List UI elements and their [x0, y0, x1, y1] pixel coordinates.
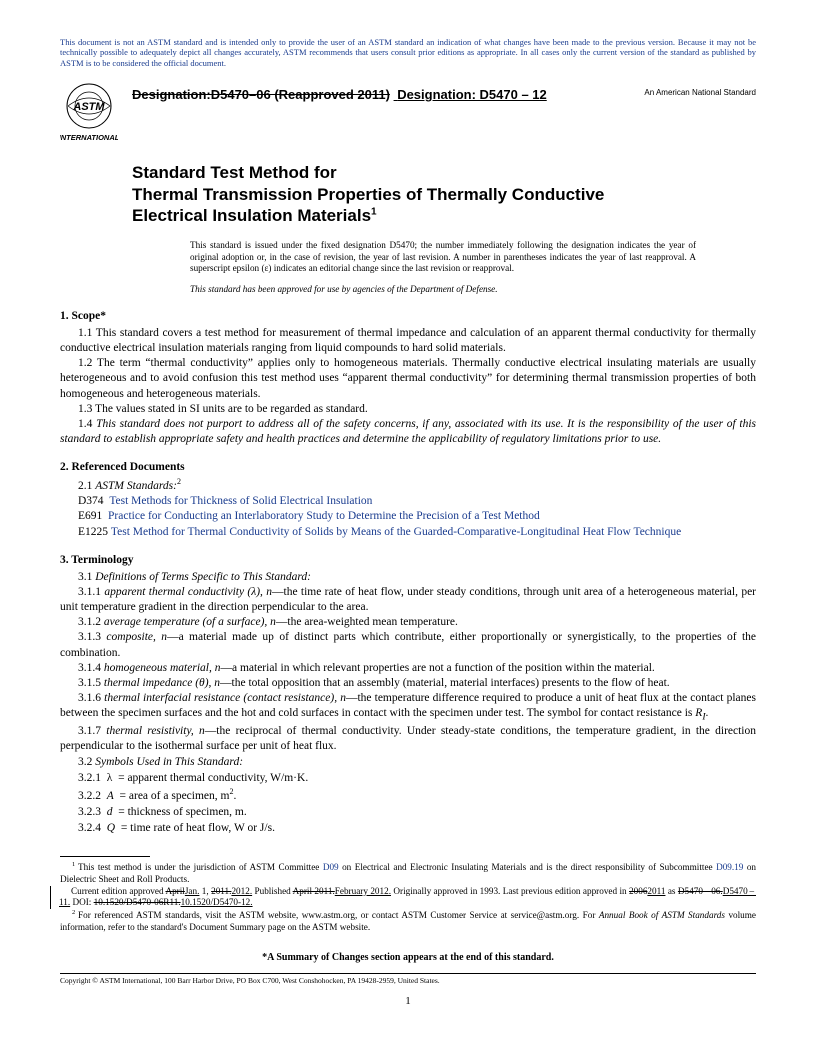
issued-note: This standard is issued under the fixed …: [190, 240, 696, 275]
sym-32: 3.2 Symbols Used in This Standard:: [60, 755, 756, 770]
scope-13: 1.3 The values stated in SI units are to…: [60, 402, 756, 417]
sym-321: 3.2.1 λ = apparent thermal conductivity,…: [60, 770, 756, 786]
term-317: 3.1.7 thermal resistivity, n—the recipro…: [60, 724, 756, 754]
title-block: Standard Test Method for Thermal Transmi…: [132, 162, 756, 226]
scope-14: 1.4 1.4 This standard does not purport t…: [60, 417, 756, 447]
refdocs-heading: 2. Referenced Documents: [60, 461, 756, 473]
footnote-1: 1 This test method is under the jurisdic…: [60, 861, 756, 886]
link-d0919[interactable]: D09.19: [716, 862, 743, 872]
scope-12: 1.2 The term “thermal conductivity” appl…: [60, 356, 756, 402]
scope-11: 1.1 This standard covers a test method f…: [60, 326, 756, 356]
link-d09[interactable]: D09: [323, 862, 339, 872]
footnote-rule: [60, 856, 150, 857]
term-312: 3.1.2 average temperature (of a surface)…: [60, 615, 756, 630]
designation-new: Designation: D5470 – 12: [394, 87, 547, 102]
sym-323: 3.2.3 d = thickness of specimen, m.: [60, 804, 756, 820]
footnote-1-line2: Current edition approved AprilJan. 1, 20…: [59, 886, 756, 910]
designation-block: Designation:D5470–06 (Reapproved 2011) D…: [132, 82, 630, 104]
footnote-2: 2 For referenced ASTM standards, visit t…: [60, 909, 756, 934]
national-standard-note: An American National Standard: [644, 82, 756, 97]
ref-21: 2.1 ASTM Standards:2: [60, 477, 756, 494]
title-line3: Electrical Insulation Materials: [132, 206, 371, 225]
title-line1: Standard Test Method for: [132, 163, 337, 182]
link-d374[interactable]: Test Methods for Thickness of Solid Elec…: [109, 495, 372, 507]
svg-text:INTERNATIONAL: INTERNATIONAL: [60, 133, 118, 142]
page-number: 1: [60, 995, 756, 1007]
svg-text:ASTM: ASTM: [72, 101, 105, 113]
link-e691[interactable]: Practice for Conducting an Interlaborato…: [108, 510, 540, 522]
terminology-heading: 3. Terminology: [60, 554, 756, 566]
sym-324: 3.2.4 Q = time rate of heat flow, W or J…: [60, 820, 756, 836]
copyright-rule: [60, 973, 756, 974]
disclaimer-text: This document is not an ASTM standard an…: [60, 37, 756, 69]
term-31: 3.1 Definitions of Terms Specific to Thi…: [60, 570, 756, 585]
copyright: Copyright © ASTM International, 100 Barr…: [60, 976, 756, 985]
header-row: ASTM INTERNATIONAL Designation:D5470–06 …: [60, 82, 756, 144]
term-315: 3.1.5 thermal impedance (θ), n—the total…: [60, 676, 756, 691]
ref-e691: E691 Practice for Conducting an Interlab…: [60, 509, 756, 524]
approved-note: This standard has been approved for use …: [190, 284, 756, 294]
ref-d374: D374 Test Methods for Thickness of Solid…: [60, 494, 756, 509]
term-311: 3.1.1 apparent thermal conductivity (λ),…: [60, 585, 756, 615]
term-316: 3.1.6 thermal interfacial resistance (co…: [60, 691, 756, 724]
link-e1225[interactable]: Test Method for Thermal Conductivity of …: [111, 526, 681, 538]
designation-old: Designation:D5470–06 (Reapproved 2011): [132, 87, 390, 102]
title-sup: 1: [371, 206, 377, 217]
astm-logo: ASTM INTERNATIONAL: [60, 82, 118, 144]
scope-heading: 1. Scope*: [60, 310, 756, 322]
term-314: 3.1.4 homogeneous material, n—a material…: [60, 661, 756, 676]
summary-note: *A Summary of Changes section appears at…: [60, 952, 756, 963]
ref-e1225: E1225 Test Method for Thermal Conductivi…: [60, 525, 756, 540]
title-line2: Thermal Transmission Properties of Therm…: [132, 185, 604, 204]
sym-322: 3.2.2 A = area of a specimen, m2.: [60, 786, 756, 804]
term-313: 3.1.3 composite, n—a material made up of…: [60, 630, 756, 660]
